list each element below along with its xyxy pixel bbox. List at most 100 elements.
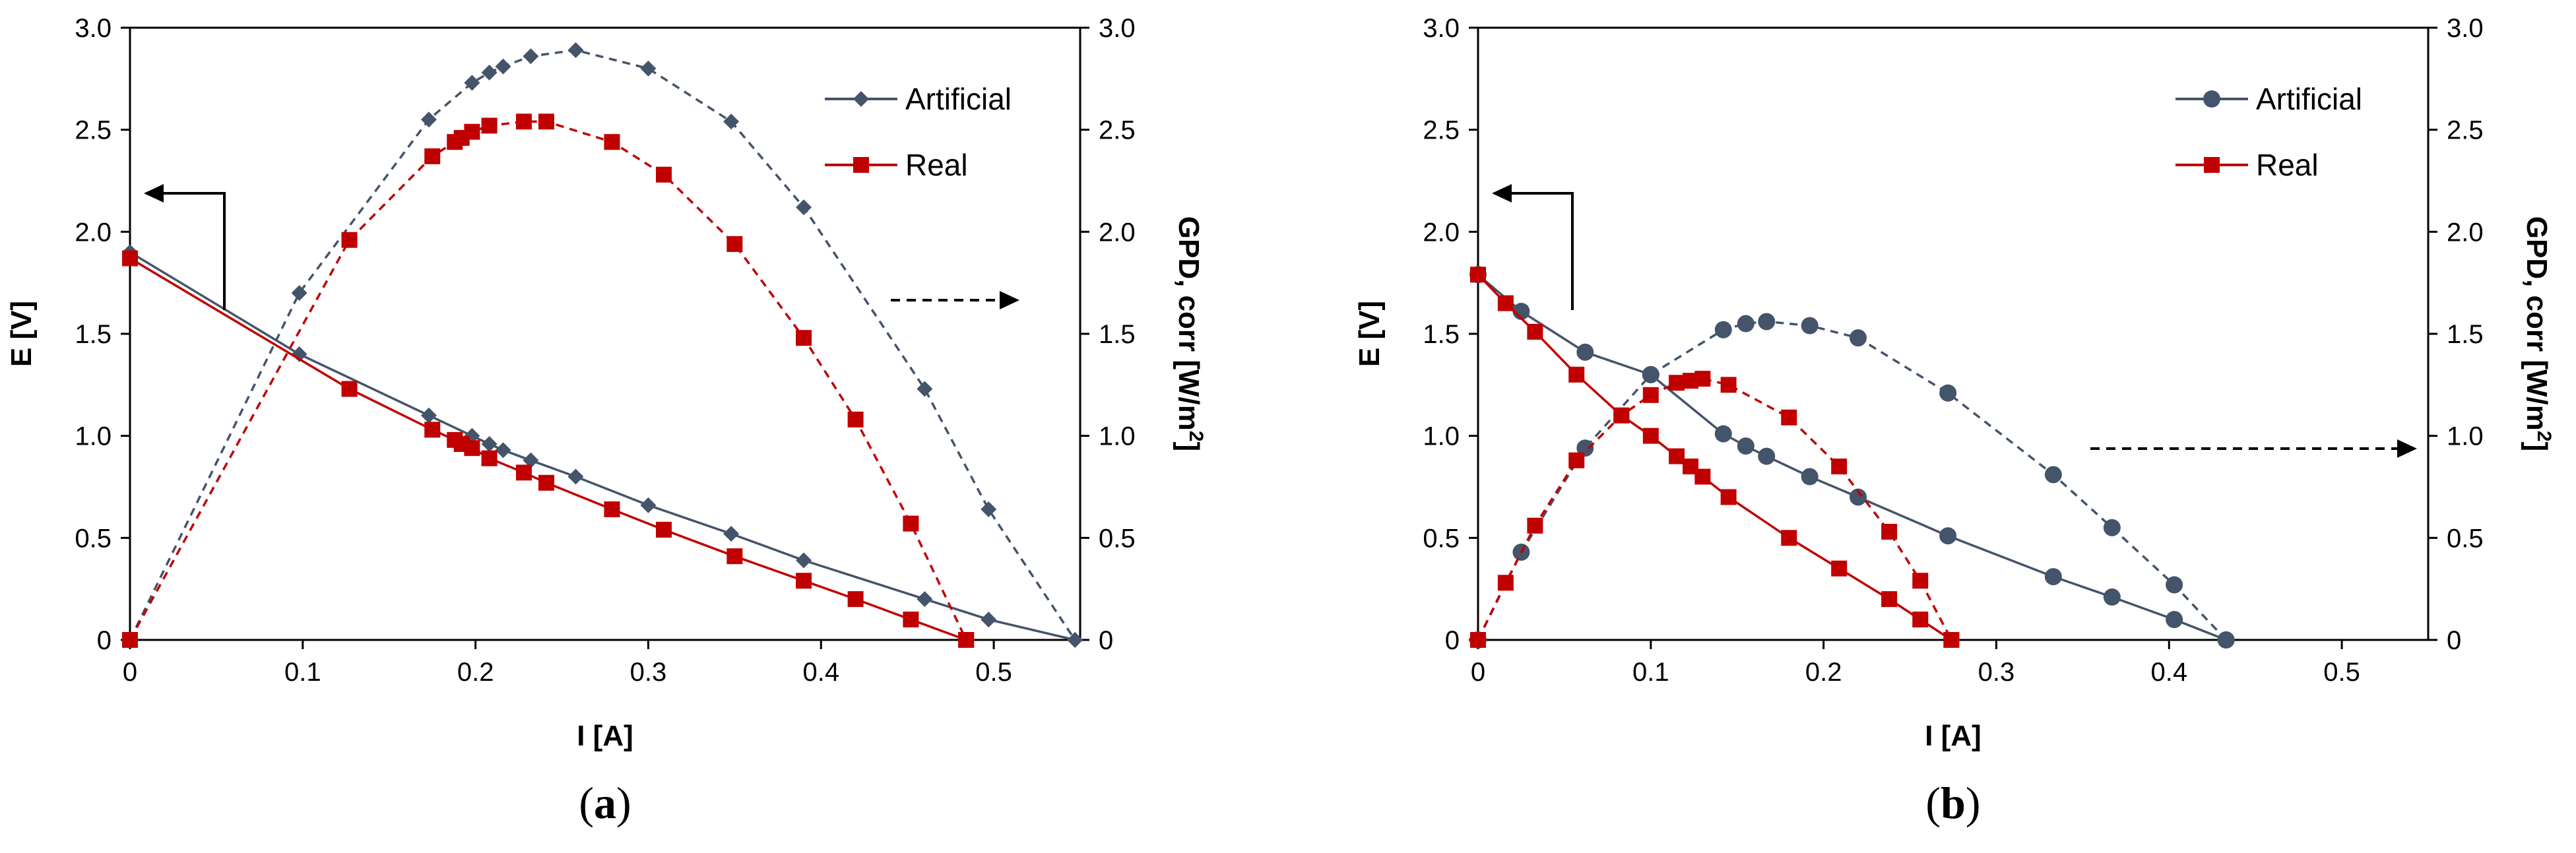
legend-entry-real: Real [2175,148,2319,182]
data-point [495,58,511,75]
data-point [1831,560,1848,577]
y-right-tick-label: 0.5 [1099,524,1136,553]
y-left-tick-label: 2.5 [75,116,112,145]
left-axis-arrow [161,192,226,310]
y-left-tick-label: 2.0 [1423,218,1460,247]
data-point [1912,573,1929,589]
data-point [291,285,307,301]
legend-label: Real [2256,148,2319,182]
data-point [726,548,743,565]
legend-label: Artificial [2256,82,2362,116]
series-line [129,257,967,641]
data-point [723,526,740,542]
data-point [1850,488,1867,506]
data-point [1497,295,1514,311]
data-point [2044,466,2062,484]
data-point [2166,576,2183,594]
data-point [2166,611,2183,629]
x-tick-label: 0.4 [2150,658,2187,687]
x-tick-label: 0.5 [975,658,1012,687]
x-tick-label: 0.1 [1632,658,1669,687]
data-point [1470,267,1486,283]
data-point [341,381,358,397]
x-axis-title: I [A] [1925,720,1981,752]
data-point [122,632,138,648]
data-point [481,65,498,81]
data-point [567,42,584,59]
data-point [291,346,307,362]
y-left-tick-label: 0.5 [75,524,112,553]
legend-label: Artificial [905,82,1012,116]
x-tick-label: 0.5 [2323,658,2360,687]
data-point [981,501,997,518]
series-artificial-gpd [122,42,1083,648]
data-point [1720,377,1737,393]
series-real-gpd [1470,371,1960,648]
data-point [2217,631,2235,648]
series-line [1477,273,2227,641]
y-axis-left-title: E [V] [1353,301,1386,367]
series-artificial-e [1469,266,2235,648]
data-point [1758,313,1776,331]
data-point [723,113,740,130]
data-point [847,591,864,608]
data-point [1801,317,1819,334]
legend-marker [2204,157,2220,173]
data-point [523,48,539,65]
data-point [1497,575,1514,591]
data-point [1067,632,1083,648]
y-right-tick-label: 0 [2447,626,2461,655]
legend-entry-artificial: Artificial [825,82,1012,116]
panel-caption: (b) [1925,778,1980,828]
data-point [523,452,539,468]
y-right-tick-label: 0 [1099,626,1113,655]
data-point [2103,588,2121,606]
right-axis-arrowhead [1000,291,1019,309]
legend-label: Real [905,148,968,182]
y-left-tick-label: 0 [1445,626,1460,655]
data-point [481,117,498,134]
data-point [1694,468,1711,485]
y-right-tick-label: 0.5 [2447,524,2484,553]
series-artificial-e [122,244,1083,648]
data-point [847,411,864,427]
left-axis-arrowhead [1492,184,1512,203]
y-right-tick-label: 3.0 [2447,14,2484,43]
y-left-tick-label: 1.0 [75,422,112,451]
series-line [129,251,1076,641]
data-point [1781,409,1797,426]
data-point [726,236,743,252]
data-point [341,232,358,248]
data-point [1576,343,1594,361]
y-left-tick-label: 3.0 [75,14,112,43]
series-line [1477,320,2227,641]
x-tick-label: 0.4 [802,658,839,687]
x-axis-title: I [A] [577,720,633,752]
x-tick-label: 0.2 [457,658,494,687]
y-right-tick-label: 2.5 [2447,116,2484,145]
x-tick-label: 0.3 [1978,658,2015,687]
y-left-tick-label: 0.5 [1423,524,1460,553]
chart-panel-a: 0 0.1 0.2 0.3 0.4 0.50 00.5 0.51.0 1.01.5 1.52.0 2… [5,14,1207,828]
data-point [1881,524,1898,540]
data-point [420,407,437,424]
data-point [1781,530,1797,546]
data-point [495,442,511,458]
data-point [640,497,657,513]
data-point [1642,427,1659,444]
series-real-gpd [122,113,975,648]
data-point [1527,517,1543,534]
y-left-tick-label: 1.0 [1423,422,1460,451]
legend-entry-artificial: Artificial [2175,82,2362,116]
y-left-tick-label: 1.5 [1423,320,1460,349]
panel-caption: (a) [579,778,631,828]
data-point [1737,315,1755,332]
x-tick-label: 0.2 [1805,658,1842,687]
y-axis-left-title: E [V] [5,301,38,367]
data-point [1568,452,1585,468]
data-point [796,330,812,346]
y-left-tick-label: 2.0 [75,218,112,247]
y-right-tick-label: 1.0 [2447,422,2484,451]
data-point [424,148,441,164]
